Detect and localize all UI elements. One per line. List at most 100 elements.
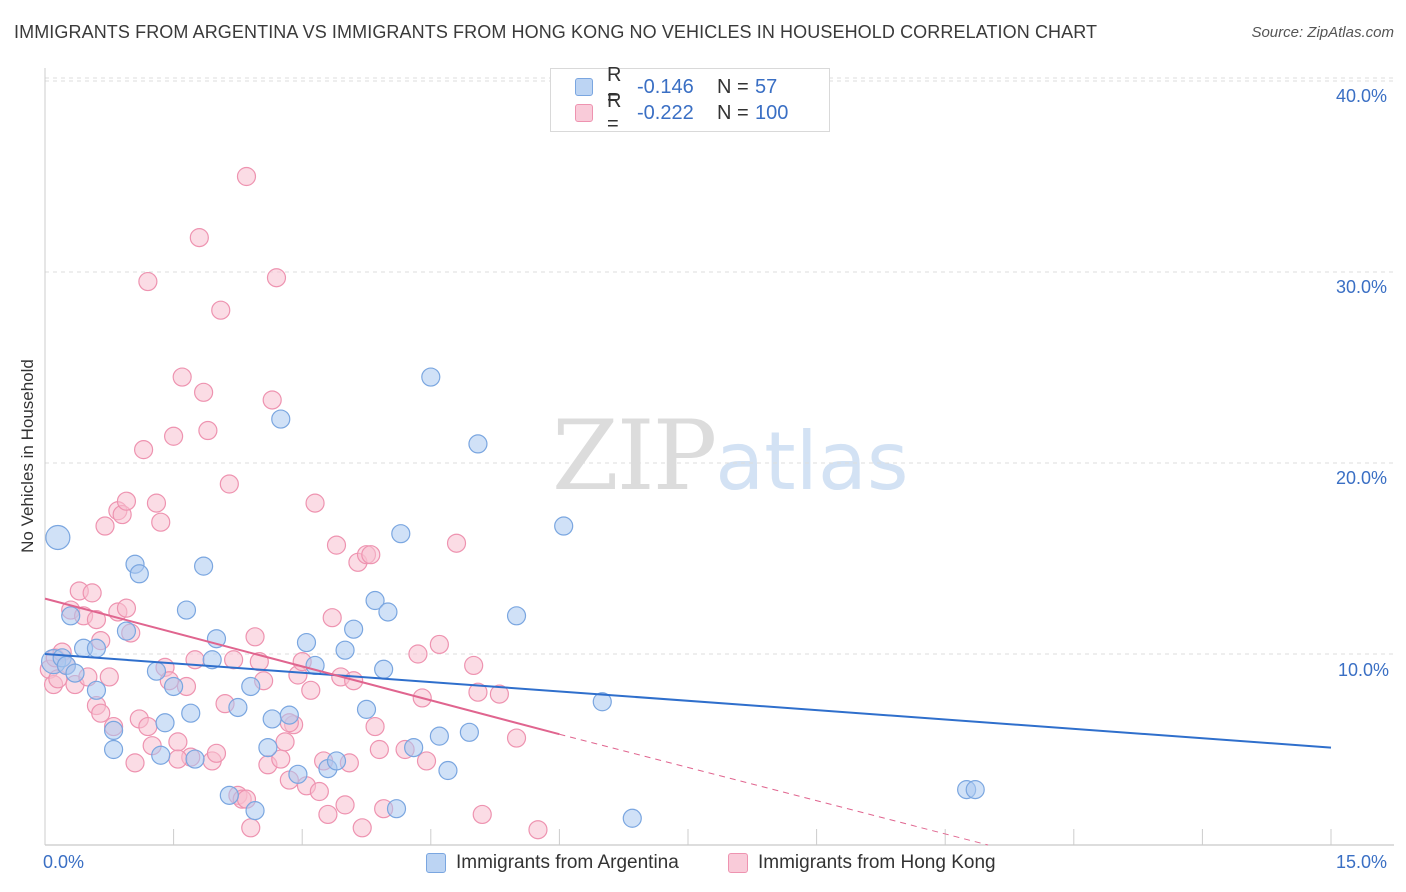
argentina-point bbox=[116, 621, 137, 641]
hongkong-point bbox=[194, 382, 214, 402]
argentina-point bbox=[622, 808, 642, 828]
argentina-point bbox=[378, 602, 398, 622]
x-tick-label-max: 15.0% bbox=[1336, 852, 1388, 872]
argentina-point bbox=[335, 640, 355, 660]
argentina-point bbox=[356, 699, 377, 719]
bottom-legend-label-argentina: Immigrants from Argentina bbox=[456, 852, 679, 873]
argentina-point bbox=[279, 705, 299, 725]
bottom-legend-label-hongkong: Immigrants from Hong Kong bbox=[758, 852, 996, 873]
hongkong-point bbox=[164, 426, 184, 446]
y-tick-label-40: 40.0% bbox=[1336, 86, 1388, 106]
argentina-point bbox=[245, 801, 265, 821]
bottom-legend-swatch-argentina bbox=[426, 853, 446, 873]
argentina-point bbox=[103, 739, 124, 760]
argentina-point bbox=[202, 650, 222, 670]
hongkong-point bbox=[446, 533, 467, 553]
y-tick-label-30: 30.0% bbox=[1336, 277, 1388, 297]
argentina-point bbox=[506, 606, 527, 626]
legend-r-value: -0.222 bbox=[637, 101, 694, 124]
legend-swatch-hongkong bbox=[575, 104, 593, 122]
argentina-point bbox=[194, 556, 214, 576]
hongkong-point bbox=[86, 610, 107, 630]
hongkong-point bbox=[82, 583, 102, 603]
hongkong-point bbox=[146, 493, 167, 513]
hongkong-point bbox=[489, 684, 509, 704]
hongkong-point bbox=[318, 804, 338, 825]
argentina-point bbox=[271, 409, 291, 429]
legend-r-value: -0.146 bbox=[637, 75, 694, 98]
bottom-legend-swatch-hongkong bbox=[728, 853, 748, 873]
argentina-point bbox=[258, 737, 278, 758]
hongkong-point bbox=[206, 743, 227, 763]
argentina-point bbox=[228, 697, 248, 718]
argentina-point bbox=[219, 785, 239, 805]
hongkong-point bbox=[408, 644, 428, 664]
argentina-point bbox=[459, 722, 479, 742]
argentina-point bbox=[326, 751, 347, 771]
argentina-point bbox=[344, 619, 364, 639]
legend-n-value: 100 bbox=[755, 101, 789, 124]
hongkong-point bbox=[151, 512, 171, 532]
argentina-point bbox=[429, 726, 449, 746]
watermark-atlas: atlas bbox=[715, 415, 909, 508]
watermark: ZIPatlas bbox=[552, 400, 909, 512]
hongkong-point bbox=[211, 300, 231, 320]
legend-row-argentina: R = -0.146 N = 57 bbox=[575, 64, 778, 109]
hongkong-point bbox=[168, 732, 188, 752]
argentina-point bbox=[262, 709, 282, 729]
hongkong-point bbox=[172, 367, 192, 387]
hongkong-point bbox=[116, 598, 137, 618]
hongkong-point bbox=[275, 732, 295, 752]
argentina-point bbox=[146, 661, 167, 681]
hongkong-point bbox=[198, 420, 218, 441]
hongkong-point bbox=[472, 804, 492, 825]
hongkong-point bbox=[138, 716, 158, 737]
argentina-point bbox=[421, 367, 441, 387]
hongkong-point bbox=[138, 271, 158, 292]
argentina-point bbox=[386, 799, 407, 819]
hongkong-point bbox=[365, 716, 385, 737]
hongkong-point bbox=[116, 491, 137, 511]
legend-row-hongkong: R = -0.222 N = 100 bbox=[575, 90, 789, 135]
hongkong-trend-extension bbox=[559, 733, 989, 846]
argentina-point bbox=[45, 524, 71, 551]
watermark-zip: ZIP bbox=[552, 400, 717, 512]
argentina-point bbox=[965, 780, 985, 800]
legend-box: R = -0.146 N = 57 R = -0.222 N = 100 bbox=[550, 64, 830, 135]
argentina-point bbox=[296, 632, 317, 653]
argentina-point bbox=[181, 703, 201, 723]
hongkong-trend-line bbox=[44, 597, 560, 736]
bottom-legend-hongkong: Immigrants from Hong Kong bbox=[728, 852, 996, 874]
legend-r-label: R = bbox=[607, 90, 622, 135]
argentina-point bbox=[86, 680, 107, 700]
argentina-point bbox=[404, 737, 424, 758]
hongkong-point bbox=[369, 739, 389, 760]
hongkong-point bbox=[416, 751, 437, 771]
hongkong-point bbox=[309, 781, 329, 802]
hongkong-point bbox=[219, 474, 239, 494]
hongkong-point bbox=[236, 166, 257, 187]
legend-n-value: 57 bbox=[755, 75, 778, 98]
hongkong-point bbox=[133, 440, 154, 460]
y-axis-label: No Vehicles in Household bbox=[18, 359, 37, 553]
argentina-point bbox=[129, 564, 149, 584]
argentina-point bbox=[592, 692, 612, 712]
argentina-point bbox=[438, 760, 458, 781]
hongkong-point bbox=[352, 818, 372, 838]
hongkong-point bbox=[91, 703, 111, 723]
y-tick-label-20: 20.0% bbox=[1336, 468, 1388, 488]
argentina-point bbox=[288, 764, 308, 784]
hongkong-point bbox=[125, 753, 145, 773]
argentina-point bbox=[391, 524, 411, 544]
hongkong-point bbox=[326, 535, 347, 555]
bottom-legend-argentina: Immigrants from Argentina bbox=[426, 852, 679, 874]
source-label: Source: ZipAtlas.com bbox=[1251, 24, 1394, 41]
argentina-point bbox=[365, 590, 385, 611]
argentina-point bbox=[241, 676, 261, 697]
chart-title: IMMIGRANTS FROM ARGENTINA VS IMMIGRANTS … bbox=[14, 22, 1098, 42]
hongkong-point bbox=[335, 795, 355, 815]
argentina-trend-line bbox=[44, 653, 1332, 749]
argentina-point bbox=[151, 745, 171, 765]
argentina-point bbox=[103, 720, 124, 741]
